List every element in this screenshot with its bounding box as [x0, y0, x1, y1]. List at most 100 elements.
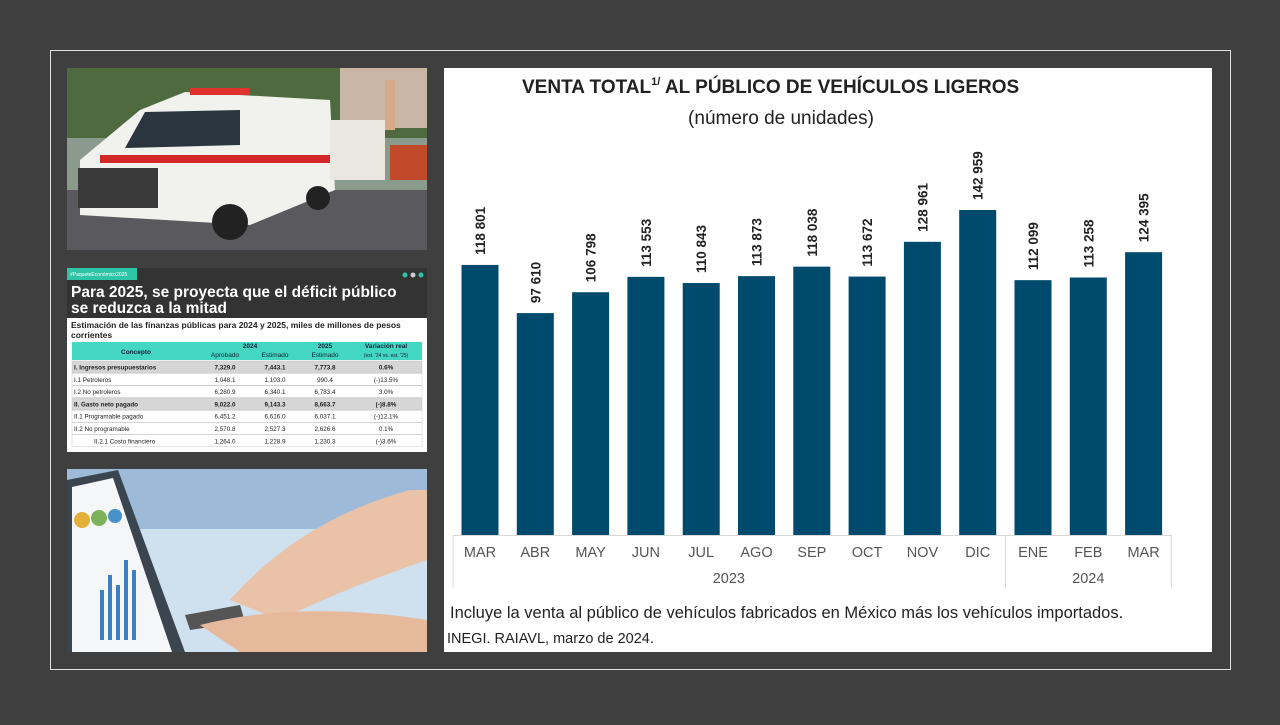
- x-tick-label: NOV: [907, 545, 939, 561]
- table-row-bg: [71, 360, 423, 374]
- chart-source: INEGI. RAIAVL, marzo de 2024.: [447, 631, 654, 647]
- table-cell: 6,340.1: [264, 389, 286, 396]
- x-tick-label: MAY: [575, 545, 606, 561]
- x-tick-label: DIC: [965, 545, 990, 561]
- table-cell: 6,451.2: [214, 414, 236, 421]
- table-cell: 0.1%: [379, 426, 394, 433]
- table-cell: 1,048.1: [214, 377, 236, 384]
- x-tick-label: OCT: [852, 545, 883, 561]
- table-cell: (-)12.1%: [374, 414, 399, 421]
- bar: [1125, 252, 1163, 535]
- value-label: 142 959: [971, 151, 986, 200]
- x-tick-label: MAR: [1127, 545, 1159, 561]
- value-label: 128 961: [915, 183, 930, 232]
- table-cell: 7,773.8: [314, 365, 336, 372]
- ambulance-photo: [67, 68, 427, 250]
- table-row-bg: [71, 385, 423, 398]
- table-row-bg: [71, 434, 423, 447]
- bar: [572, 292, 610, 535]
- info-table: Concepto 2024 2025 Variación real Aprobado Es…: [71, 342, 423, 447]
- bar: [516, 313, 554, 535]
- x-tick-label: JUL: [688, 545, 714, 561]
- value-label: 113 553: [639, 218, 654, 267]
- table-cell: I.1 Petroleros: [74, 377, 111, 384]
- x-tick-label: FEB: [1074, 545, 1102, 561]
- value-label: 106 798: [584, 233, 599, 282]
- table-cell: II.1 Programable pagado: [74, 414, 144, 421]
- table-cell: 990.4: [317, 377, 333, 384]
- value-label: 118 038: [805, 208, 820, 257]
- table-row-bg: [71, 397, 423, 411]
- group-label: 2024: [1072, 571, 1104, 587]
- bar: [627, 276, 665, 535]
- header-cell: 2025: [318, 343, 333, 350]
- table-cell: 8,663.7: [314, 401, 336, 408]
- table-cell: 1,230.3: [314, 438, 336, 445]
- value-label: 113 258: [1081, 219, 1096, 268]
- info-subtitle: Estimación de las finanzas públicas para…: [71, 320, 401, 340]
- bar: [738, 276, 775, 535]
- header-cell: 2024: [243, 343, 258, 350]
- bar: [848, 276, 886, 535]
- info-title: Para 2025, se proyecta que el déficit pú…: [71, 284, 397, 301]
- value-label: 112 099: [1026, 222, 1041, 270]
- table-cell: II.2.1 Costo financiero: [94, 438, 156, 445]
- table-cell: 7,443.1: [264, 365, 286, 372]
- table-cell: 1,228.9: [264, 438, 286, 445]
- value-label: 97 610: [528, 262, 543, 303]
- table-cell: 3.0%: [379, 389, 394, 396]
- chart-subtitle: (número de unidades): [688, 108, 874, 129]
- table-row-bg: [71, 410, 423, 423]
- table-cell: 2,570.8: [214, 426, 236, 433]
- value-label: 113 873: [750, 218, 765, 267]
- group-label: 2023: [713, 571, 745, 587]
- title-main: VENTA TOTAL: [522, 77, 652, 98]
- table-cell: 2,527.3: [264, 426, 286, 433]
- header-cell: Variación real: [365, 343, 407, 350]
- value-label: 110 843: [694, 224, 709, 273]
- table-cell: 9,022.0: [214, 401, 236, 408]
- bar: [1069, 277, 1107, 535]
- table-cell: I. Ingresos presupuestarios: [74, 365, 157, 372]
- table-cell: I.2 No petroleros: [74, 389, 121, 396]
- x-tick-label: JUN: [632, 545, 660, 561]
- header-cell: (est. '24 vs. est. '25): [364, 353, 409, 359]
- table-cell: 6,037.1: [314, 414, 336, 421]
- infographic: #PaqueteEconómico2025 Para 2025, se proy…: [67, 268, 427, 452]
- table-cell: II. Gasto neto pagado: [74, 401, 138, 408]
- table-cell: 6,280.9: [214, 389, 236, 396]
- table-cell: (-)3.6%: [376, 438, 397, 445]
- x-tick-label: SEP: [797, 545, 826, 561]
- x-tick-label: ENE: [1018, 545, 1048, 561]
- value-label: 118 801: [473, 206, 488, 255]
- table-cell: 7,329.0: [214, 365, 236, 372]
- table-cell: 6,616.0: [264, 414, 286, 421]
- info-title: se reduzca a la mitad: [71, 300, 227, 317]
- bar: [793, 266, 831, 535]
- table-header-bg: [72, 342, 422, 360]
- bar: [682, 283, 720, 535]
- bar: [959, 210, 997, 535]
- header-cell: Estimado: [311, 352, 338, 359]
- title-superscript: 1/: [651, 76, 660, 88]
- table-cell: 6,783.4: [314, 389, 336, 396]
- table-cell: 1,264.0: [214, 438, 236, 445]
- bar: [1014, 280, 1052, 535]
- bar: [461, 264, 499, 535]
- tablet-photo: [67, 469, 427, 652]
- info-subtitle-box: Estimación de las finanzas públicas para…: [71, 320, 401, 340]
- x-tick-label: AGO: [740, 545, 772, 561]
- table-cell: 1,103.0: [264, 377, 286, 384]
- table-cell: (-)13.5%: [374, 377, 399, 384]
- title-rest: AL PÚBLICO DE VEHÍCULOS LIGEROS: [660, 76, 1019, 98]
- table-row-bg: [71, 373, 423, 386]
- tag: #PaqueteEconómico2025: [70, 272, 127, 278]
- table-cell: 0.6%: [379, 365, 394, 372]
- table-row-bg: [71, 422, 423, 435]
- plot: 118 801 MAR 97 610 ABR 106 798 MAY 113 553 JUN 1…: [452, 151, 1172, 588]
- header-cell: Concepto: [121, 349, 151, 356]
- table-cell: 2,626.6: [314, 426, 336, 433]
- chart-note: Incluye la venta al público de vehículos…: [450, 604, 1123, 622]
